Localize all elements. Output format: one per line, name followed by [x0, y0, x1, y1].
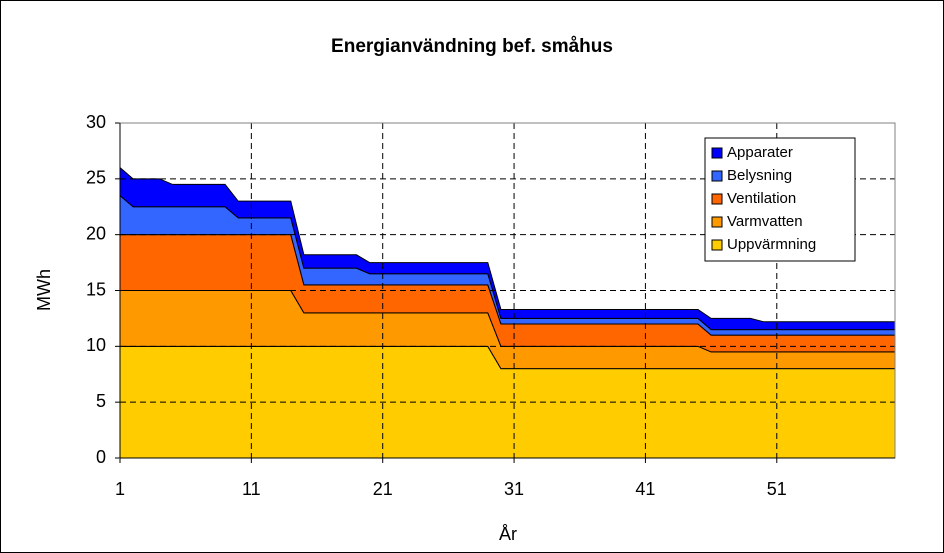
legend-label: Varmvatten [727, 213, 803, 230]
x-tick-label: 51 [767, 479, 787, 499]
legend-label: Uppvärmning [727, 236, 816, 253]
x-tick-label: 41 [635, 479, 655, 499]
y-tick-label: 30 [86, 112, 106, 132]
x-tick-label: 1 [115, 479, 125, 499]
y-tick-label: 5 [96, 391, 106, 411]
x-tick-label: 21 [373, 479, 393, 499]
legend-swatch [711, 170, 723, 182]
x-axis-label: År [499, 524, 517, 544]
legend-swatch [711, 216, 723, 228]
x-tick-label: 11 [242, 479, 261, 499]
y-tick-label: 15 [86, 279, 106, 299]
legend-label: Ventilation [727, 190, 796, 207]
y-tick-label: 0 [96, 447, 106, 467]
legend-swatch [711, 239, 723, 251]
legend-swatch [711, 193, 723, 205]
x-tick-label: 31 [504, 479, 524, 499]
y-tick-label: 10 [86, 335, 106, 355]
legend: Apparater Belysning Ventilation Varmvatten U… [704, 137, 856, 262]
legend-box [704, 137, 856, 262]
y-axis-label: MWh [34, 269, 54, 311]
legend-label: Apparater [727, 144, 793, 161]
legend-swatch [711, 147, 723, 159]
legend-label: Belysning [727, 167, 792, 184]
y-tick-label: 25 [86, 168, 106, 188]
y-tick-label: 20 [86, 223, 106, 243]
chart-title: Energianvändning bef. småhus [331, 36, 613, 57]
